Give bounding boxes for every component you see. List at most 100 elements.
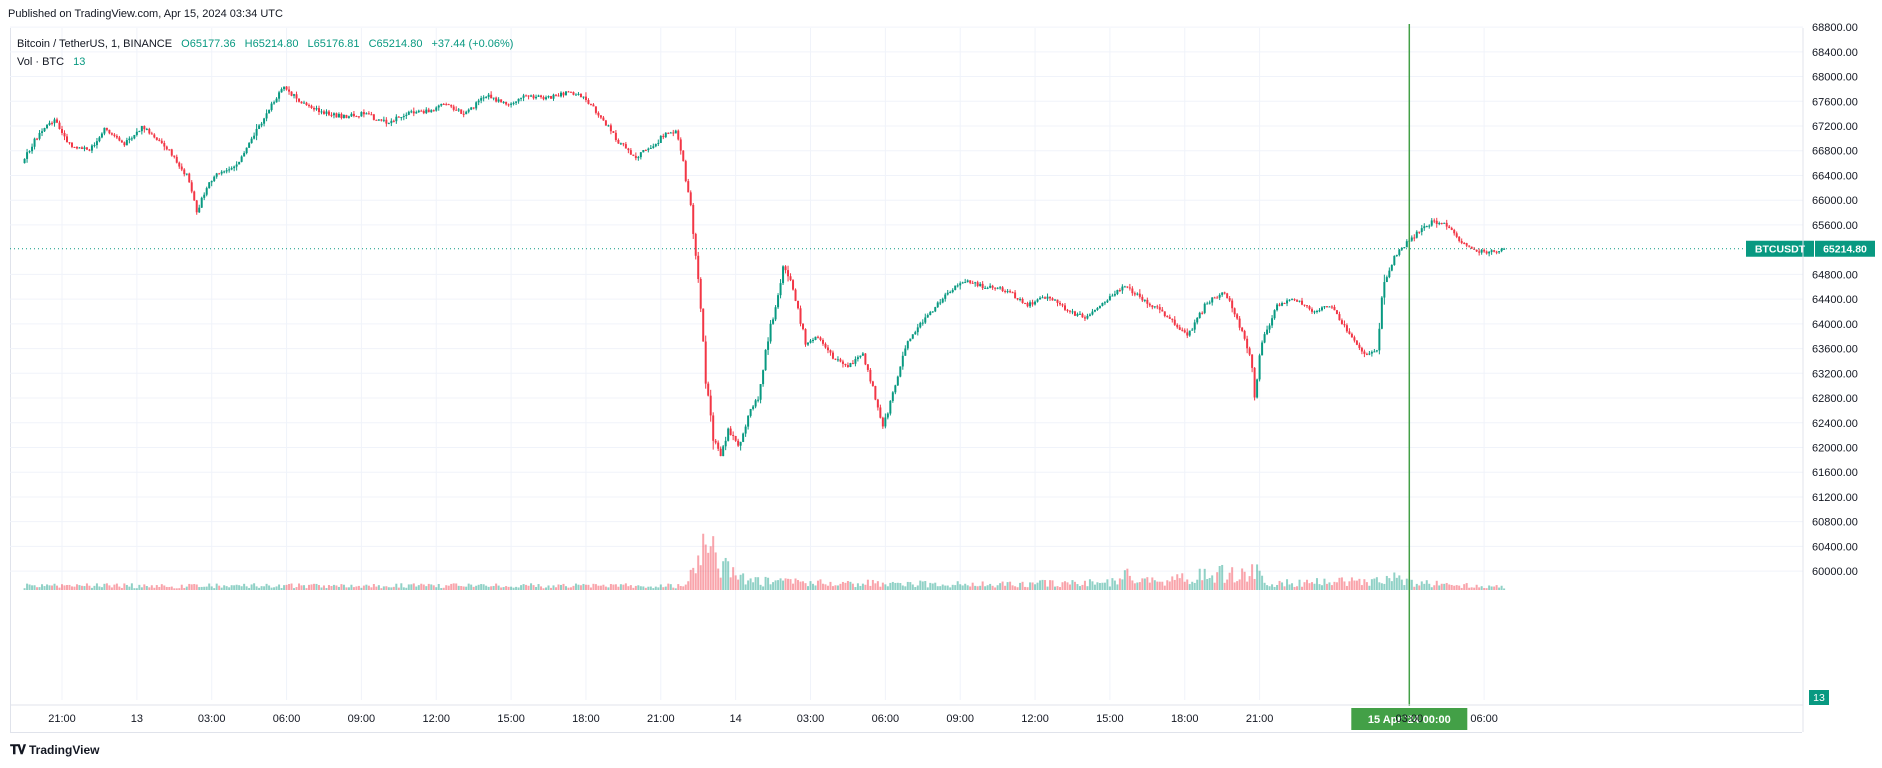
candle-body	[330, 114, 333, 116]
volume-bar	[752, 582, 755, 590]
volume-bar	[931, 583, 934, 590]
candle-body	[974, 282, 977, 284]
candle-body	[298, 98, 301, 102]
candle-body	[1206, 303, 1209, 305]
candle-body	[90, 145, 93, 151]
candle-body	[1006, 291, 1009, 293]
candle-body	[1490, 250, 1493, 252]
volume-bar	[981, 581, 984, 590]
candle-body	[550, 96, 553, 99]
volume-bar	[170, 586, 173, 590]
volume-bar	[939, 586, 942, 590]
volume-bars	[23, 533, 1506, 590]
candle-body	[1228, 298, 1231, 301]
candle-body	[412, 111, 415, 114]
volume-bar	[1368, 585, 1371, 590]
volume-bar	[979, 585, 982, 590]
volume-bar	[964, 583, 967, 590]
volume-bar	[1191, 581, 1194, 590]
candle-body	[175, 156, 178, 163]
y-axis-tick-label: 62800.00	[1812, 393, 1858, 405]
candle-body	[861, 353, 864, 356]
candle-body	[482, 97, 485, 99]
candle-body	[632, 154, 635, 156]
volume-bar	[891, 581, 894, 590]
volume-bar	[560, 584, 562, 590]
candle-body	[115, 135, 118, 138]
candle-body	[1418, 231, 1421, 233]
volume-bar	[165, 586, 168, 590]
candle-body	[1111, 295, 1114, 297]
candle-body	[447, 104, 450, 106]
candle-body	[919, 322, 922, 328]
candle-body	[1004, 291, 1007, 293]
candle-body	[1480, 249, 1483, 253]
volume-bar	[1325, 583, 1328, 590]
volume-bar	[1116, 584, 1119, 590]
volume-bar	[303, 585, 306, 590]
legend-volume-label[interactable]: Vol · BTC	[17, 56, 65, 68]
volume-bar	[447, 585, 450, 590]
volume-bar	[1360, 585, 1363, 590]
volume-bar	[1251, 564, 1254, 590]
volume-bar	[1490, 586, 1493, 590]
volume-bar	[31, 585, 34, 590]
candle-body	[1198, 312, 1201, 318]
volume-bar	[550, 587, 553, 590]
y-axis-tick-label: 62400.00	[1812, 418, 1858, 430]
crosshair-time-label: 15 Apr '24 00:00	[1368, 714, 1451, 726]
footer-brand[interactable]: 𝐓𝐕 TradingView	[10, 742, 99, 758]
candle-body	[68, 142, 71, 144]
volume-bar	[1365, 582, 1368, 590]
candle-body	[517, 98, 520, 102]
volume-bar	[1034, 584, 1037, 590]
candle-body	[432, 110, 435, 112]
volume-bar	[1081, 584, 1084, 590]
candle-body	[732, 435, 735, 437]
volume-bar	[1039, 580, 1042, 590]
volume-bar	[924, 581, 927, 590]
volume-bar	[1136, 582, 1139, 590]
chart-frame[interactable]	[10, 28, 1802, 733]
volume-bar	[737, 579, 740, 590]
volume-bar	[1480, 586, 1483, 590]
candle-body	[1009, 291, 1012, 293]
candle-body	[894, 385, 897, 393]
candle-body	[1458, 236, 1461, 241]
x-axis-tick-label: 21:00	[48, 713, 76, 725]
candle-body	[61, 128, 63, 133]
candle-body	[629, 150, 632, 155]
volume-bar	[749, 578, 752, 590]
volume-bar	[836, 585, 839, 590]
volume-bar	[784, 578, 787, 590]
volume-bar	[1088, 579, 1091, 590]
volume-bar	[904, 586, 907, 590]
candle-body	[592, 104, 595, 107]
volume-bar	[946, 585, 949, 590]
volume-bar	[1223, 582, 1226, 590]
volume-bar	[1283, 586, 1286, 590]
volume-bar	[325, 588, 328, 590]
volume-bar	[1151, 577, 1154, 590]
y-axis-tick-label: 60000.00	[1812, 566, 1858, 578]
volume-bar	[1243, 571, 1246, 590]
candle-body	[742, 433, 745, 442]
volume-bar	[777, 580, 780, 590]
candle-body	[1465, 243, 1468, 246]
candle-body	[884, 417, 887, 427]
volume-bar	[861, 583, 864, 590]
candle-body	[537, 95, 540, 97]
volume-bar	[1241, 568, 1244, 590]
candle-body	[702, 308, 705, 342]
volume-bar	[634, 585, 637, 590]
volume-bar	[574, 583, 577, 590]
candle-body	[1435, 220, 1438, 224]
volume-bar	[377, 585, 380, 590]
legend-symbol[interactable]: Bitcoin / TetherUS, 1, BINANCE	[17, 38, 173, 50]
volume-bar	[502, 587, 505, 590]
candle-body	[789, 276, 792, 281]
candle-body	[1286, 300, 1289, 304]
volume-bar	[233, 585, 236, 590]
volume-bar	[248, 587, 251, 590]
